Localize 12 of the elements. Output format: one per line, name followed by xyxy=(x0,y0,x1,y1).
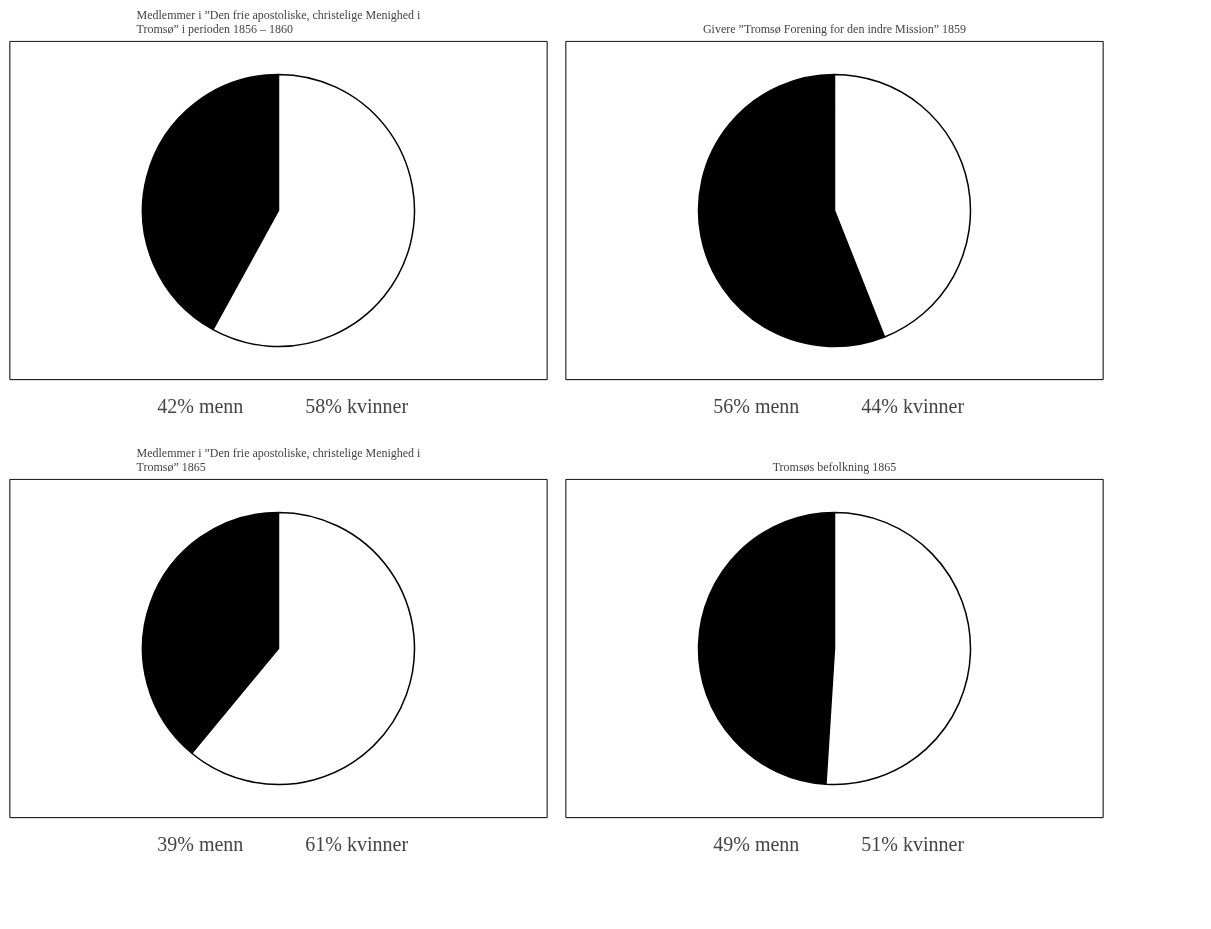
text: 56% menn xyxy=(713,394,800,417)
text: 61% kvinner xyxy=(305,832,409,855)
chart-title: Medlemmer i ”Den frie apostoliske, christelige Menighed i Tromsø” i perioden 1856 – 1860 xyxy=(136,7,422,36)
text: 42% menn xyxy=(157,394,244,417)
text: 58% kvinner xyxy=(305,394,409,417)
chart-title: Medlemmer i ”Den frie apostoliske, christelige Menighed i Tromsø” 1865 xyxy=(136,445,422,474)
chart-title: Tromsøs befolkning 1865 xyxy=(772,459,897,474)
text: 51% kvinner xyxy=(861,832,965,855)
text: 39% menn xyxy=(157,832,244,855)
chart-title: Givere ”Tromsø Forening for den indre Mission” 1859 xyxy=(702,21,967,36)
text: 49% menn xyxy=(713,832,800,855)
text: 44% kvinner xyxy=(861,394,965,417)
